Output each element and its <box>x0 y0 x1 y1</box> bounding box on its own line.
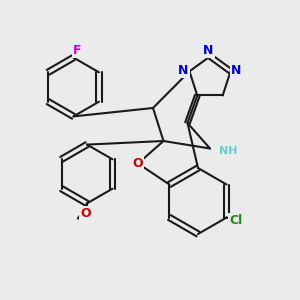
Text: N: N <box>231 64 242 77</box>
Text: O: O <box>133 157 143 170</box>
Text: F: F <box>73 44 81 57</box>
Text: N: N <box>178 64 189 77</box>
Text: NH: NH <box>219 146 238 157</box>
Text: N: N <box>203 44 214 57</box>
Text: Cl: Cl <box>229 214 242 227</box>
Text: O: O <box>80 207 91 220</box>
